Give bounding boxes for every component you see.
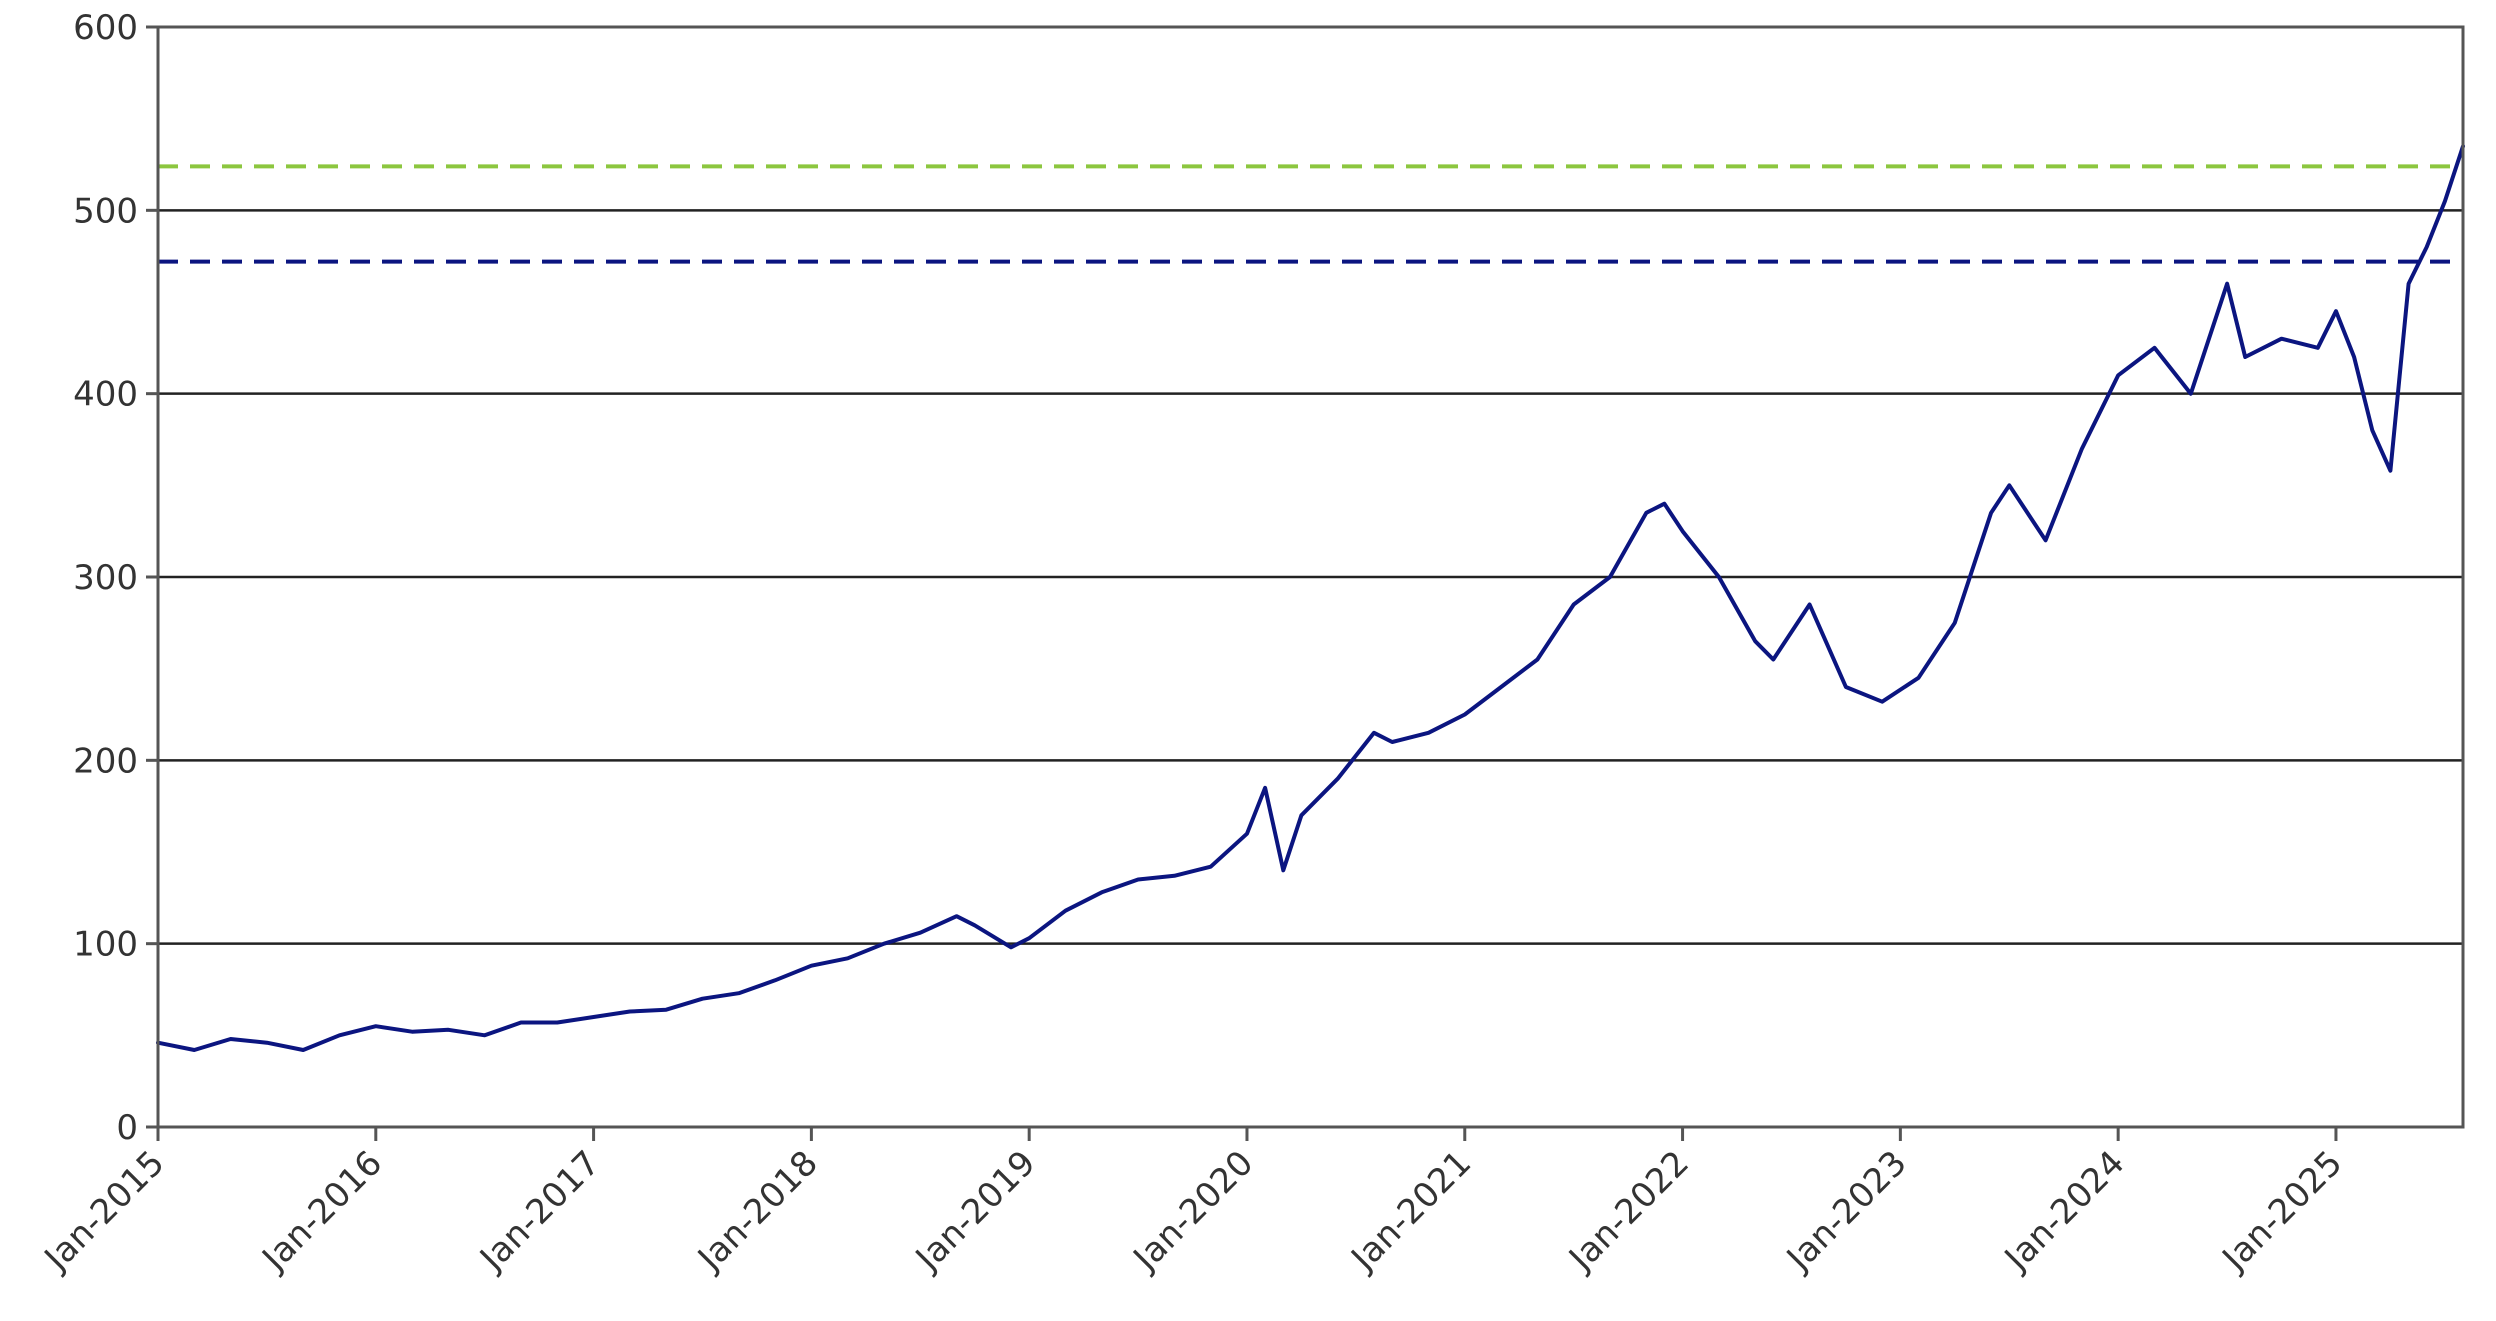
x-tick-label: Jan-2015 bbox=[36, 1143, 173, 1280]
y-tick-label: 500 bbox=[73, 191, 138, 231]
plot-frame bbox=[156, 25, 2465, 1129]
y-tick-label: 200 bbox=[73, 741, 138, 781]
x-tick-label: Jan-2016 bbox=[254, 1143, 391, 1280]
x-tick-label: Jan-2021 bbox=[1343, 1143, 1480, 1280]
y-tick-label: 400 bbox=[73, 375, 138, 415]
y-tick-label: 300 bbox=[73, 558, 138, 598]
x-tick-label: Jan-2020 bbox=[1125, 1143, 1262, 1280]
x-tick-label: Jan-2024 bbox=[1996, 1143, 2133, 1280]
x-tick-label: Jan-2019 bbox=[907, 1143, 1044, 1280]
series-layer bbox=[156, 144, 2465, 1052]
x-tick-label: Jan-2018 bbox=[689, 1143, 826, 1280]
axis-layer bbox=[146, 25, 2465, 1141]
y-tick-label: 100 bbox=[73, 925, 138, 965]
y-tick-label: 600 bbox=[73, 8, 138, 48]
x-tick-label: Jan-2017 bbox=[471, 1143, 608, 1280]
tick-labels: 0 100 200 300 400 500 600 Jan-2015 Jan-2016 Jan-2… bbox=[36, 8, 2351, 1280]
grid-layer bbox=[158, 209, 2463, 945]
series-line bbox=[156, 144, 2465, 1052]
x-tick-label: Jan-2025 bbox=[2214, 1143, 2351, 1280]
y-tick-label: 0 bbox=[116, 1108, 138, 1148]
reference-lines bbox=[158, 164, 2463, 264]
x-tick-label: Jan-2023 bbox=[1778, 1143, 1915, 1280]
x-tick-label: Jan-2022 bbox=[1560, 1143, 1697, 1280]
